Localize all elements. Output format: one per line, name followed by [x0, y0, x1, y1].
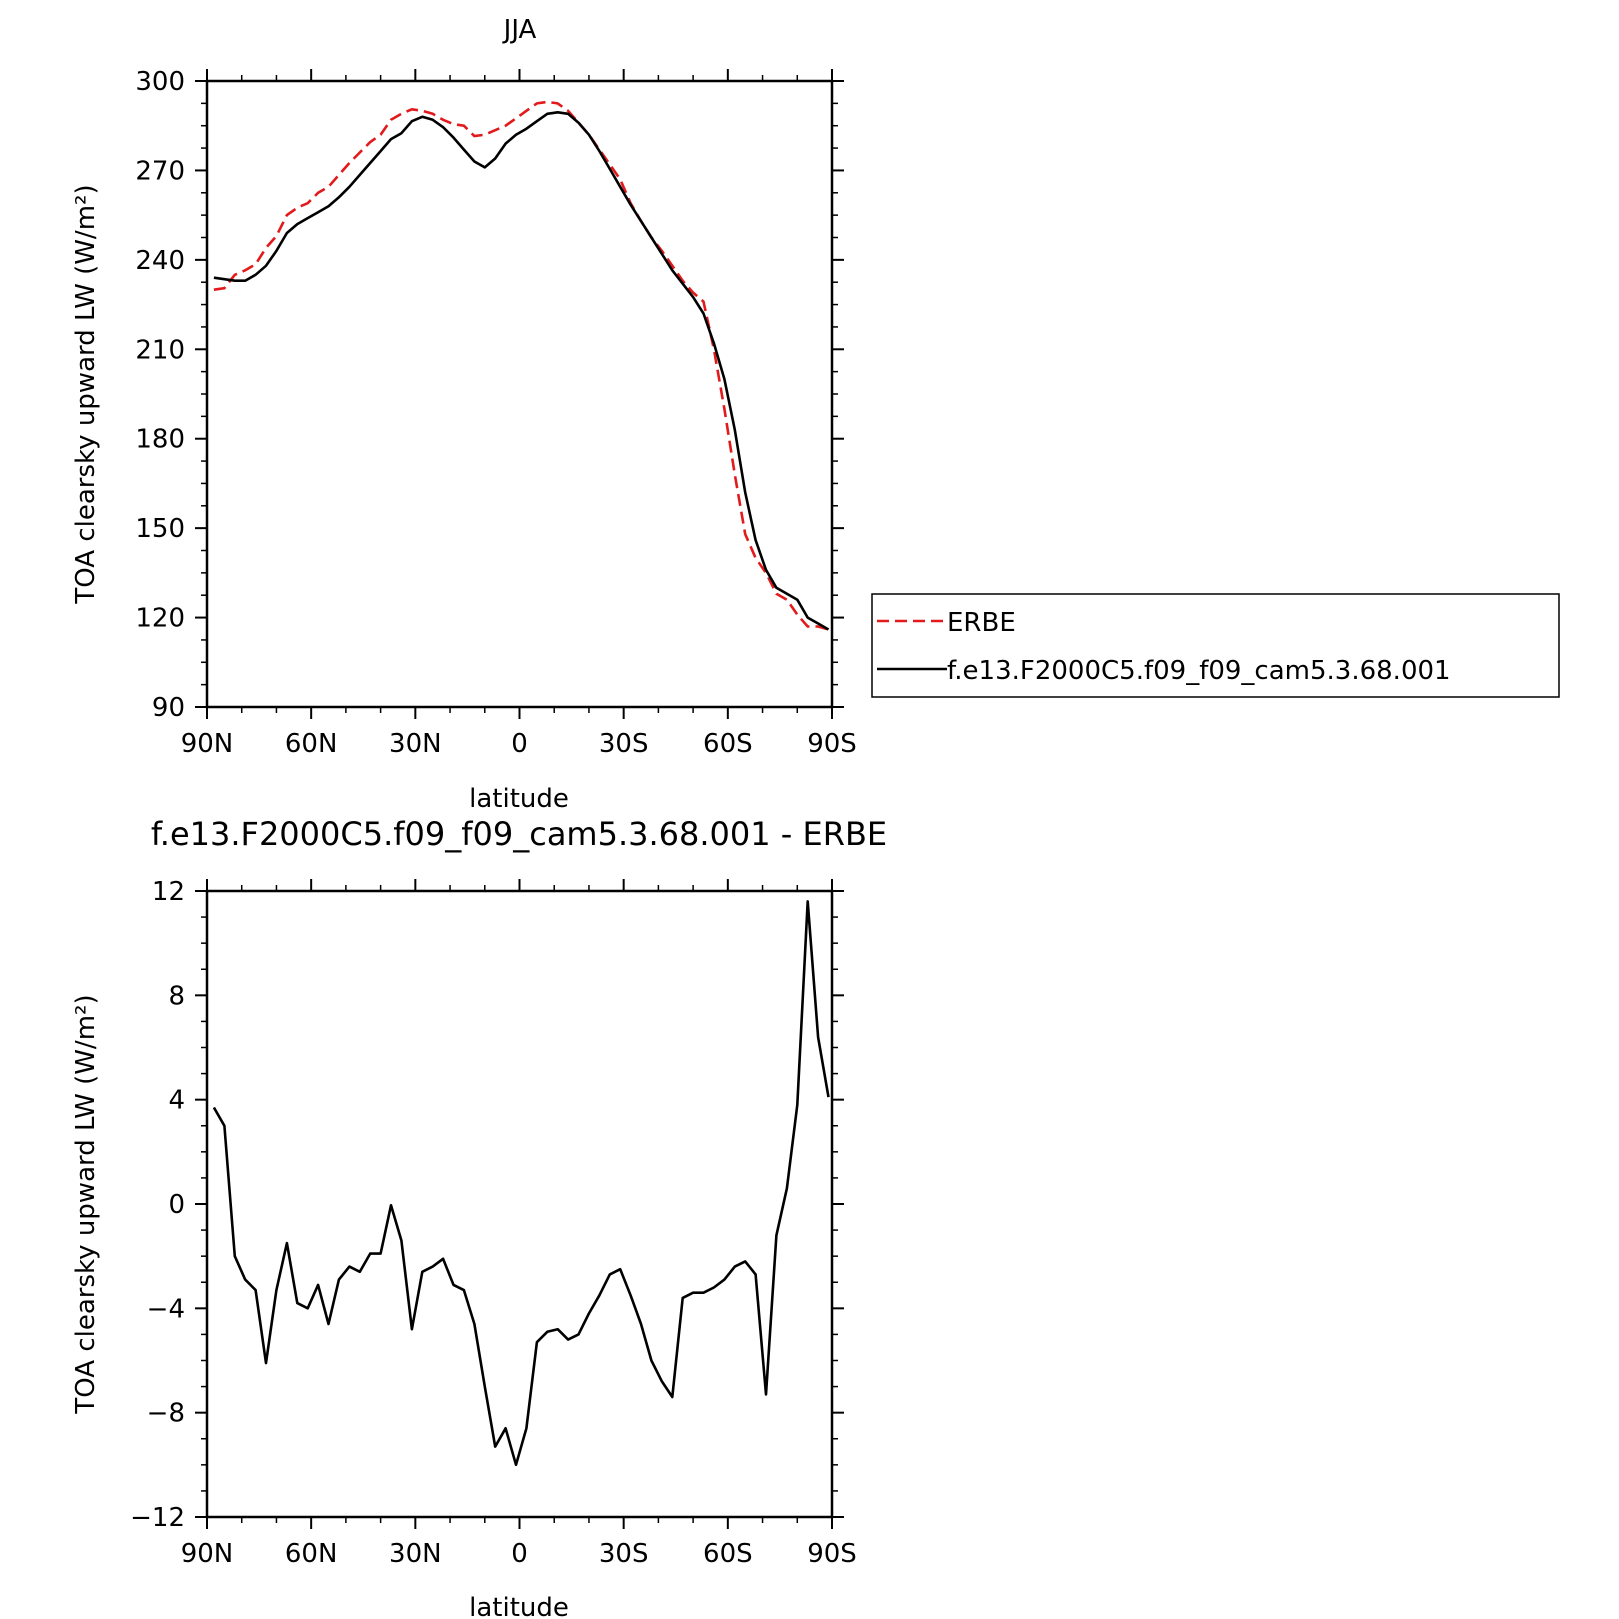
plot-frame: [205, 79, 834, 709]
series-line-0-0: [213, 100, 829, 631]
y-tick-label: −8: [147, 1399, 185, 1429]
x-tick-label: 90S: [807, 1539, 857, 1569]
y-tick-label: 240: [135, 246, 185, 276]
legend-label-model: f.e13.F2000C5.f09_f09_cam5.3.68.001: [947, 656, 1451, 686]
y-tick-label: 12: [152, 877, 185, 907]
legend: ERBE f.e13.F2000C5.f09_f09_cam5.3.68.001: [871, 593, 1560, 698]
plot-frame: [205, 889, 834, 1519]
y-tick-label: 270: [135, 156, 185, 186]
y-tick-label: −12: [130, 1503, 185, 1533]
y-tick-label: 8: [168, 981, 185, 1011]
y-axis-label: TOA clearsky upward LW (W/m²): [71, 184, 101, 604]
x-tick-label: 90S: [807, 729, 857, 759]
y-tick-label: 210: [135, 335, 185, 365]
y-tick-label: 120: [135, 604, 185, 634]
legend-label-erbe: ERBE: [947, 608, 1016, 638]
y-tick-label: 150: [135, 514, 185, 544]
legend-box: [871, 593, 1560, 698]
x-axis-label: latitude: [469, 1593, 569, 1619]
y-tick-label: −4: [147, 1294, 185, 1324]
plot-area: [213, 100, 830, 631]
y-tick-label: 4: [168, 1086, 185, 1116]
y-tick-label: 300: [135, 67, 185, 97]
x-tick-label: 0: [511, 729, 528, 759]
chart-top: JJA 90N 60N 30N 0 30S 60S 90S 90 120 150 180 210 240…: [71, 15, 857, 814]
plot-area: [212, 900, 830, 1467]
x-tick-label: 60N: [285, 729, 338, 759]
x-tick-label: 60N: [285, 1539, 338, 1569]
x-tick-label: 30N: [389, 1539, 442, 1569]
x-tick-label: 60S: [703, 1539, 753, 1569]
x-tick-label: 90N: [181, 1539, 234, 1569]
x-tick-label: 30S: [599, 1539, 649, 1569]
x-tick-label: 30N: [389, 729, 442, 759]
chart-bottom: f.e13.F2000C5.f09_f09_cam5.3.68.001 - ER…: [71, 815, 887, 1619]
y-tick-label: 0: [168, 1190, 185, 1220]
x-tick-label: 60S: [703, 729, 753, 759]
y-tick-label: 90: [152, 693, 185, 723]
chart-title: JJA: [502, 15, 537, 45]
x-tick-label: 30S: [599, 729, 649, 759]
chart-title: f.e13.F2000C5.f09_f09_cam5.3.68.001 - ER…: [151, 815, 887, 853]
axis-ticks: 90N 60N 30N 0 30S 60S 90S −12 −8 −4 0 4 8 12: [130, 877, 857, 1569]
x-tick-label: 90N: [181, 729, 234, 759]
y-tick-label: 180: [135, 425, 185, 455]
axis-ticks: 90N 60N 30N 0 30S 60S 90S 90 120 150 180 210 240 270 3…: [135, 67, 856, 759]
y-axis-label: TOA clearsky upward LW (W/m²): [71, 994, 101, 1414]
series-line-0-1: [213, 111, 830, 631]
x-axis-label: latitude: [469, 784, 569, 814]
x-tick-label: 0: [511, 1539, 528, 1569]
series-line-1-0: [212, 900, 830, 1467]
